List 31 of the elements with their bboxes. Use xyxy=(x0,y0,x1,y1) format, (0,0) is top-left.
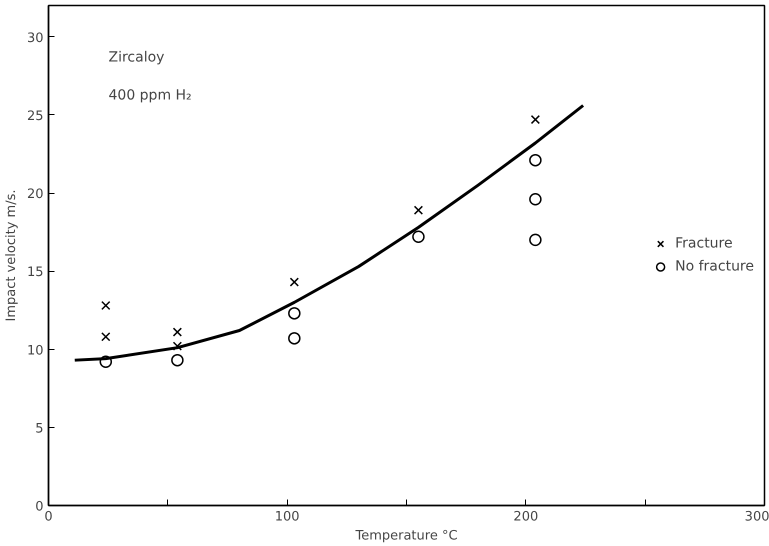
y-axis-title: Impact velocity m/s. xyxy=(4,190,19,322)
x-tick-label: 300 xyxy=(744,510,769,524)
y-tick-label: 10 xyxy=(26,343,44,358)
legend-label: Fracture xyxy=(675,236,733,252)
point xyxy=(101,300,110,310)
point xyxy=(101,332,110,342)
x-tick-label: 200 xyxy=(513,510,538,524)
point xyxy=(288,332,301,345)
point xyxy=(414,206,424,215)
point xyxy=(529,154,542,166)
annotation: Zircaloy xyxy=(108,50,164,66)
y-tick-label: 30 xyxy=(26,30,44,46)
point xyxy=(529,234,542,246)
point xyxy=(529,193,542,206)
point xyxy=(172,327,182,337)
x-axis-title: Temperature °C xyxy=(354,528,458,544)
point xyxy=(100,356,112,368)
y-tick-label: 25 xyxy=(26,108,44,124)
point xyxy=(288,307,301,320)
point xyxy=(412,230,425,243)
point xyxy=(172,341,182,351)
y-tick-label: 15 xyxy=(26,265,44,280)
point xyxy=(171,354,184,366)
y-tick-label: 0 xyxy=(35,500,44,514)
point xyxy=(530,114,540,124)
y-tick-label: 20 xyxy=(26,187,44,202)
y-tick-label: 5 xyxy=(35,421,44,436)
legend-label: No fracture xyxy=(675,258,754,274)
x-tick-label: 100 xyxy=(274,510,300,524)
annotation: 400 ppm H₂ xyxy=(108,88,192,104)
point xyxy=(290,277,299,287)
